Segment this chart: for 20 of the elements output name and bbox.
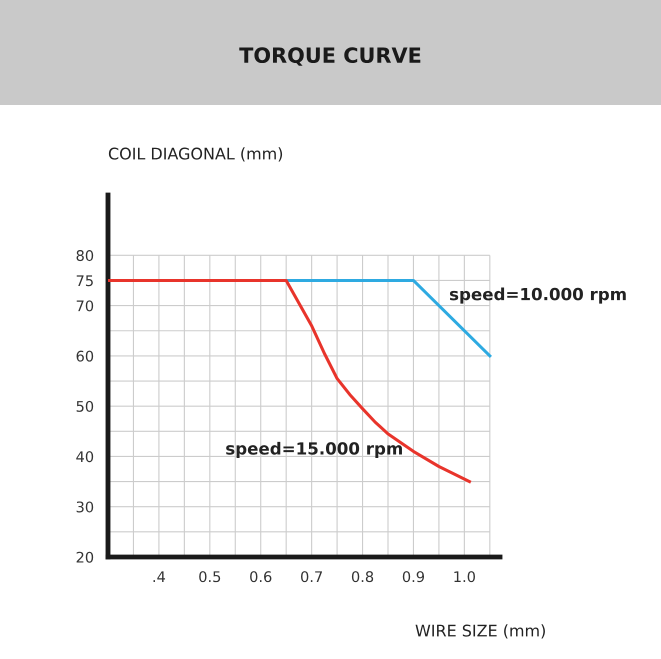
y-tick-label: 80 <box>76 250 94 262</box>
y-tick-label: 60 <box>76 350 94 362</box>
chart-title: TORQUE CURVE <box>239 47 420 66</box>
y-tick-label: 75 <box>76 275 93 286</box>
x-tick-label: 0.6 <box>250 571 272 582</box>
x-tick-label: 0.8 <box>352 571 374 582</box>
x-tick-label: .4 <box>154 571 166 582</box>
y-axis-title: COIL DIAGONAL (mm) <box>108 147 282 162</box>
x-tick-label: 1.0 <box>454 571 475 582</box>
y-tick-label: 30 <box>76 501 94 512</box>
x-tick-label: 0.9 <box>402 571 424 582</box>
y-tick-label: 50 <box>76 400 94 412</box>
x-tick-label: 0.7 <box>301 571 322 582</box>
x-tick-label: 0.5 <box>199 571 220 582</box>
series-label: speed=15.000 rpm <box>226 442 402 458</box>
y-tick-label: 40 <box>76 451 94 462</box>
series-label: speed=10.000 rpm <box>450 287 626 304</box>
y-tick-label: 70 <box>76 300 94 312</box>
x-axis-title: WIRE SIZE (mm) <box>416 624 545 639</box>
y-tick-label: 20 <box>76 552 94 563</box>
